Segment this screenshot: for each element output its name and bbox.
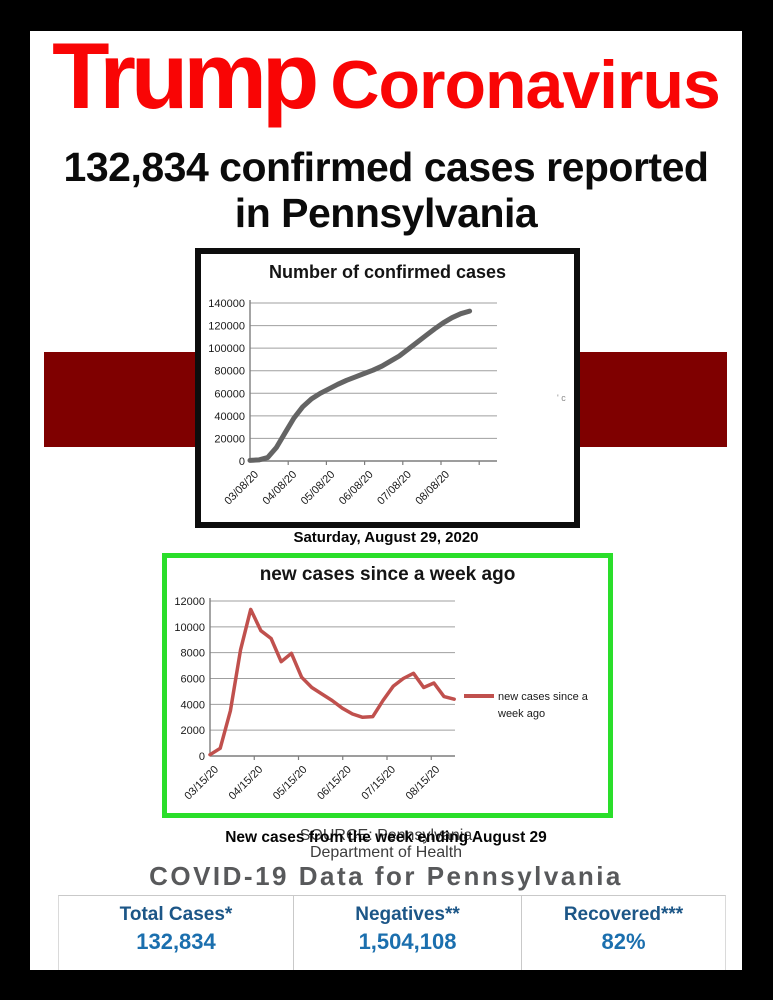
stat-value: 132,834 [136, 929, 216, 954]
stats-table: Total Cases* 132,834 Negatives** 1,504,1… [58, 895, 726, 970]
svg-text:8000: 8000 [181, 648, 205, 660]
stat-cell-total-cases: Total Cases* 132,834 [59, 896, 293, 970]
svg-text:0: 0 [199, 751, 205, 763]
svg-text:03/08/20: 03/08/20 [222, 469, 261, 508]
new-cases-chart: new cases since a week ago 0 2000 4000 6000… [162, 553, 613, 818]
stat-cell-recovered: Recovered*** 82% [521, 896, 725, 970]
stat-label: Negatives** [355, 904, 460, 925]
stat-cell-negatives: Negatives** 1,504,108 [293, 896, 521, 970]
svg-text:0: 0 [239, 456, 245, 468]
svg-text:07/15/20: 07/15/20 [359, 764, 398, 803]
svg-text:05/08/20: 05/08/20 [299, 469, 338, 508]
title-trump: Trump [52, 31, 319, 128]
stat-value: 82% [601, 929, 646, 954]
chart2-plot: 0 2000 4000 6000 8000 10000 12000 03/15/20 04/15… [174, 596, 589, 803]
stray-text-artifact: ' c [557, 393, 566, 403]
headline-line2: in Pennsylvania [234, 190, 538, 236]
svg-text:07/08/20: 07/08/20 [375, 469, 414, 508]
svg-text:week ago: week ago [497, 708, 545, 720]
svg-text:10000: 10000 [174, 622, 205, 634]
headline: 132,834 confirmed cases reported in Penn… [30, 144, 742, 236]
chart1-caption: Saturday, August 29, 2020 [293, 529, 479, 546]
svg-text:05/15/20: 05/15/20 [271, 764, 310, 803]
svg-text:08/08/20: 08/08/20 [413, 469, 452, 508]
source-line1: SOURCE: Pennsylvania [299, 827, 473, 844]
svg-text:06/15/20: 06/15/20 [315, 764, 354, 803]
svg-text:06/08/20: 06/08/20 [337, 469, 376, 508]
chart2-caption: New cases from the week ending August 29 [225, 829, 547, 846]
svg-text:12000: 12000 [174, 596, 205, 608]
svg-text:04/08/20: 04/08/20 [261, 469, 300, 508]
source-line2: Department of Health [309, 844, 463, 861]
page-title: Trump Coronavirus [30, 31, 742, 123]
chart2-title: new cases since a week ago [259, 564, 516, 585]
headline-line1: 132,834 confirmed cases reported [63, 144, 709, 190]
source-attribution: SOURCE: Pennsylvania Department of Healt… [30, 827, 742, 861]
svg-text:80000: 80000 [214, 366, 245, 378]
chart1-title: Number of confirmed cases [268, 262, 507, 282]
stat-label: Total Cases* [119, 904, 233, 925]
svg-text:60000: 60000 [214, 388, 245, 400]
svg-text:4000: 4000 [181, 699, 205, 711]
chart1-plot: 0 20000 40000 60000 80000 100000 120000 140000 0… [208, 298, 497, 508]
svg-text:40000: 40000 [214, 411, 245, 423]
svg-text:08/15/20: 08/15/20 [404, 764, 443, 803]
svg-text:20000: 20000 [214, 433, 245, 445]
title-coronavirus: Coronavirus [330, 47, 721, 123]
confirmed-cases-chart: Number of confirmed cases 0 20000 40000 600… [195, 248, 580, 528]
stat-value: 1,504,108 [358, 929, 457, 954]
svg-text:03/15/20: 03/15/20 [182, 764, 221, 803]
svg-text:6000: 6000 [181, 674, 205, 686]
svg-text:04/15/20: 04/15/20 [227, 764, 266, 803]
svg-text:2000: 2000 [181, 725, 205, 737]
svg-text:140000: 140000 [208, 298, 245, 310]
stat-label: Recovered*** [563, 904, 684, 925]
svg-text:new cases since a: new cases since a [498, 691, 589, 703]
svg-text:100000: 100000 [208, 343, 245, 355]
section-heading: COVID-19 Data for Pennsylvania [149, 861, 623, 891]
svg-text:120000: 120000 [208, 321, 245, 333]
poster-content: Trump Coronavirus 132,834 confirmed cases… [30, 31, 742, 970]
